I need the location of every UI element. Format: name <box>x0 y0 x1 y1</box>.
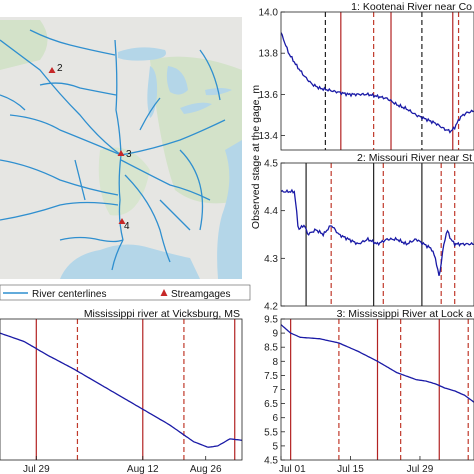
x-tick-label: Aug 12 <box>127 464 159 474</box>
chart-lock: 3: Mississippi River at Lock a 9.5 9 8.5 8 7.… <box>264 308 474 474</box>
x-tick-label: Jul 29 <box>407 464 434 474</box>
lake-superior <box>118 47 166 61</box>
y-tick-label: 13.8 <box>259 49 279 60</box>
lake-erie <box>180 102 212 114</box>
y-tick-label: 14.0 <box>259 8 279 19</box>
legend-gage-swatch <box>160 289 168 296</box>
plot-content <box>281 319 474 460</box>
x-tick-label: Jul 01 <box>279 464 306 474</box>
plot-frame <box>280 11 474 151</box>
gulf-of-mexico <box>60 244 200 279</box>
plot-area <box>281 163 474 306</box>
y-tick-label: 7.5 <box>264 371 278 382</box>
plot-frame <box>0 318 243 461</box>
series-line <box>0 332 242 448</box>
x-tick-label: Jul 15 <box>337 464 364 474</box>
legend-gage-label: Streamgages <box>171 289 230 300</box>
chart-title: 3: Mississippi River at Lock a <box>337 308 473 320</box>
streamgage-label-4: 4 <box>124 221 130 232</box>
atlantic-ocean <box>217 140 242 279</box>
y-tick-label: 13.6 <box>259 90 279 101</box>
river-network <box>0 29 226 271</box>
x-tick-label: Jul 29 <box>23 464 50 474</box>
series-line <box>281 32 474 134</box>
chart-missouri: 2: Missouri River near St 4.5 4.4 4.3 4.2 <box>264 152 474 313</box>
y-tick-label: 13.4 <box>259 131 279 142</box>
y-tick-label: 4.3 <box>264 254 278 265</box>
chart-title: 2: Missouri River near St <box>357 152 472 164</box>
plot-content <box>0 319 242 460</box>
y-tick-label: 5.5 <box>264 427 278 438</box>
chart-title: Mississippi river at Vicksburg, MS <box>84 308 240 320</box>
plot-frame <box>280 162 474 307</box>
legend-river-label: River centerlines <box>32 289 106 300</box>
map-panel: 2 3 4 River centerlines Streamgages <box>0 17 251 301</box>
y-tick-label: 7 <box>272 385 278 396</box>
series-line <box>281 188 474 276</box>
x-tick-label: Aug 26 <box>190 464 222 474</box>
streamgage-label-2: 2 <box>57 63 63 74</box>
y-tick-label: 9.5 <box>264 315 278 326</box>
streamgage-4: 4 <box>118 218 130 232</box>
streamgage-label-3: 3 <box>126 149 132 160</box>
y-tick-label: 6 <box>272 413 278 424</box>
lake-huron <box>166 66 188 95</box>
y-tick-label: 8 <box>272 357 278 368</box>
y-tick-label: 5 <box>272 441 278 452</box>
chart-title: 1: Kootenai River near Co <box>351 1 472 13</box>
map-vegetation <box>98 147 150 216</box>
map-legend: River centerlines Streamgages <box>0 284 251 301</box>
y-tick-label: 8.5 <box>264 343 278 354</box>
y-tick-label: 6.5 <box>264 399 278 410</box>
y-axis-label: Observed stage at the gage, m <box>250 85 262 229</box>
chart-kootenai: 1: Kootenai River near Co 14.0 13.8 13.6 13.… <box>259 1 474 151</box>
streamgage-3: 3 <box>117 149 132 160</box>
y-tick-label: 9 <box>272 329 278 340</box>
y-tick-label: 4.2 <box>264 302 278 313</box>
plot-content <box>281 12 474 150</box>
streamgage-2: 2 <box>48 63 63 74</box>
y-tick-label: 4.5 <box>264 159 278 170</box>
plot-area <box>0 319 242 460</box>
y-tick-label: 4.4 <box>264 206 278 217</box>
series-line <box>281 324 474 403</box>
plot-content <box>281 163 474 306</box>
chart-vicksburg: Mississippi river at Vicksburg, MS Jul 29… <box>0 308 243 474</box>
y-tick-label: 4.5 <box>264 456 278 467</box>
